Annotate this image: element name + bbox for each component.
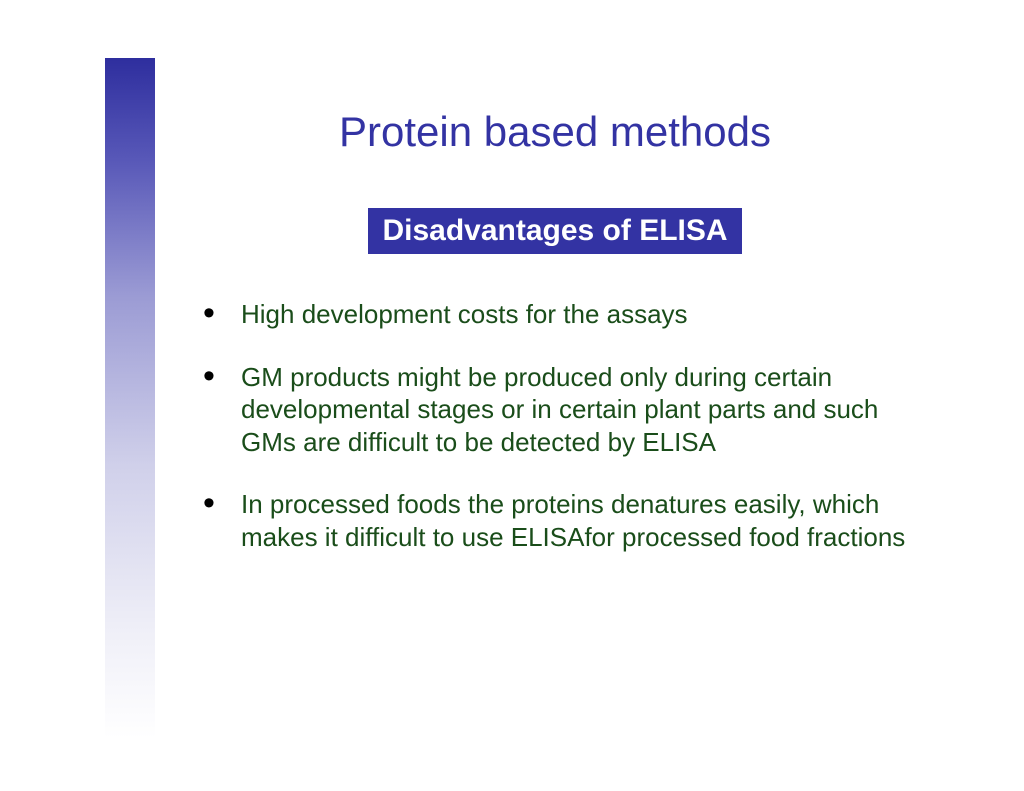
slide-subtitle: Disadvantages of ELISA bbox=[368, 208, 741, 254]
bullet-item: GM products might be produced only durin… bbox=[203, 361, 935, 459]
slide-content: Protein based methods Disadvantages of E… bbox=[175, 0, 935, 583]
bullet-item: High development costs for the assays bbox=[203, 298, 935, 331]
slide-title: Protein based methods bbox=[175, 108, 935, 156]
bullet-item: In processed foods the proteins denature… bbox=[203, 488, 935, 553]
subtitle-wrapper: Disadvantages of ELISA bbox=[175, 208, 935, 254]
bullet-list: High development costs for the assays GM… bbox=[175, 298, 935, 553]
sidebar-gradient-bar bbox=[105, 58, 155, 738]
